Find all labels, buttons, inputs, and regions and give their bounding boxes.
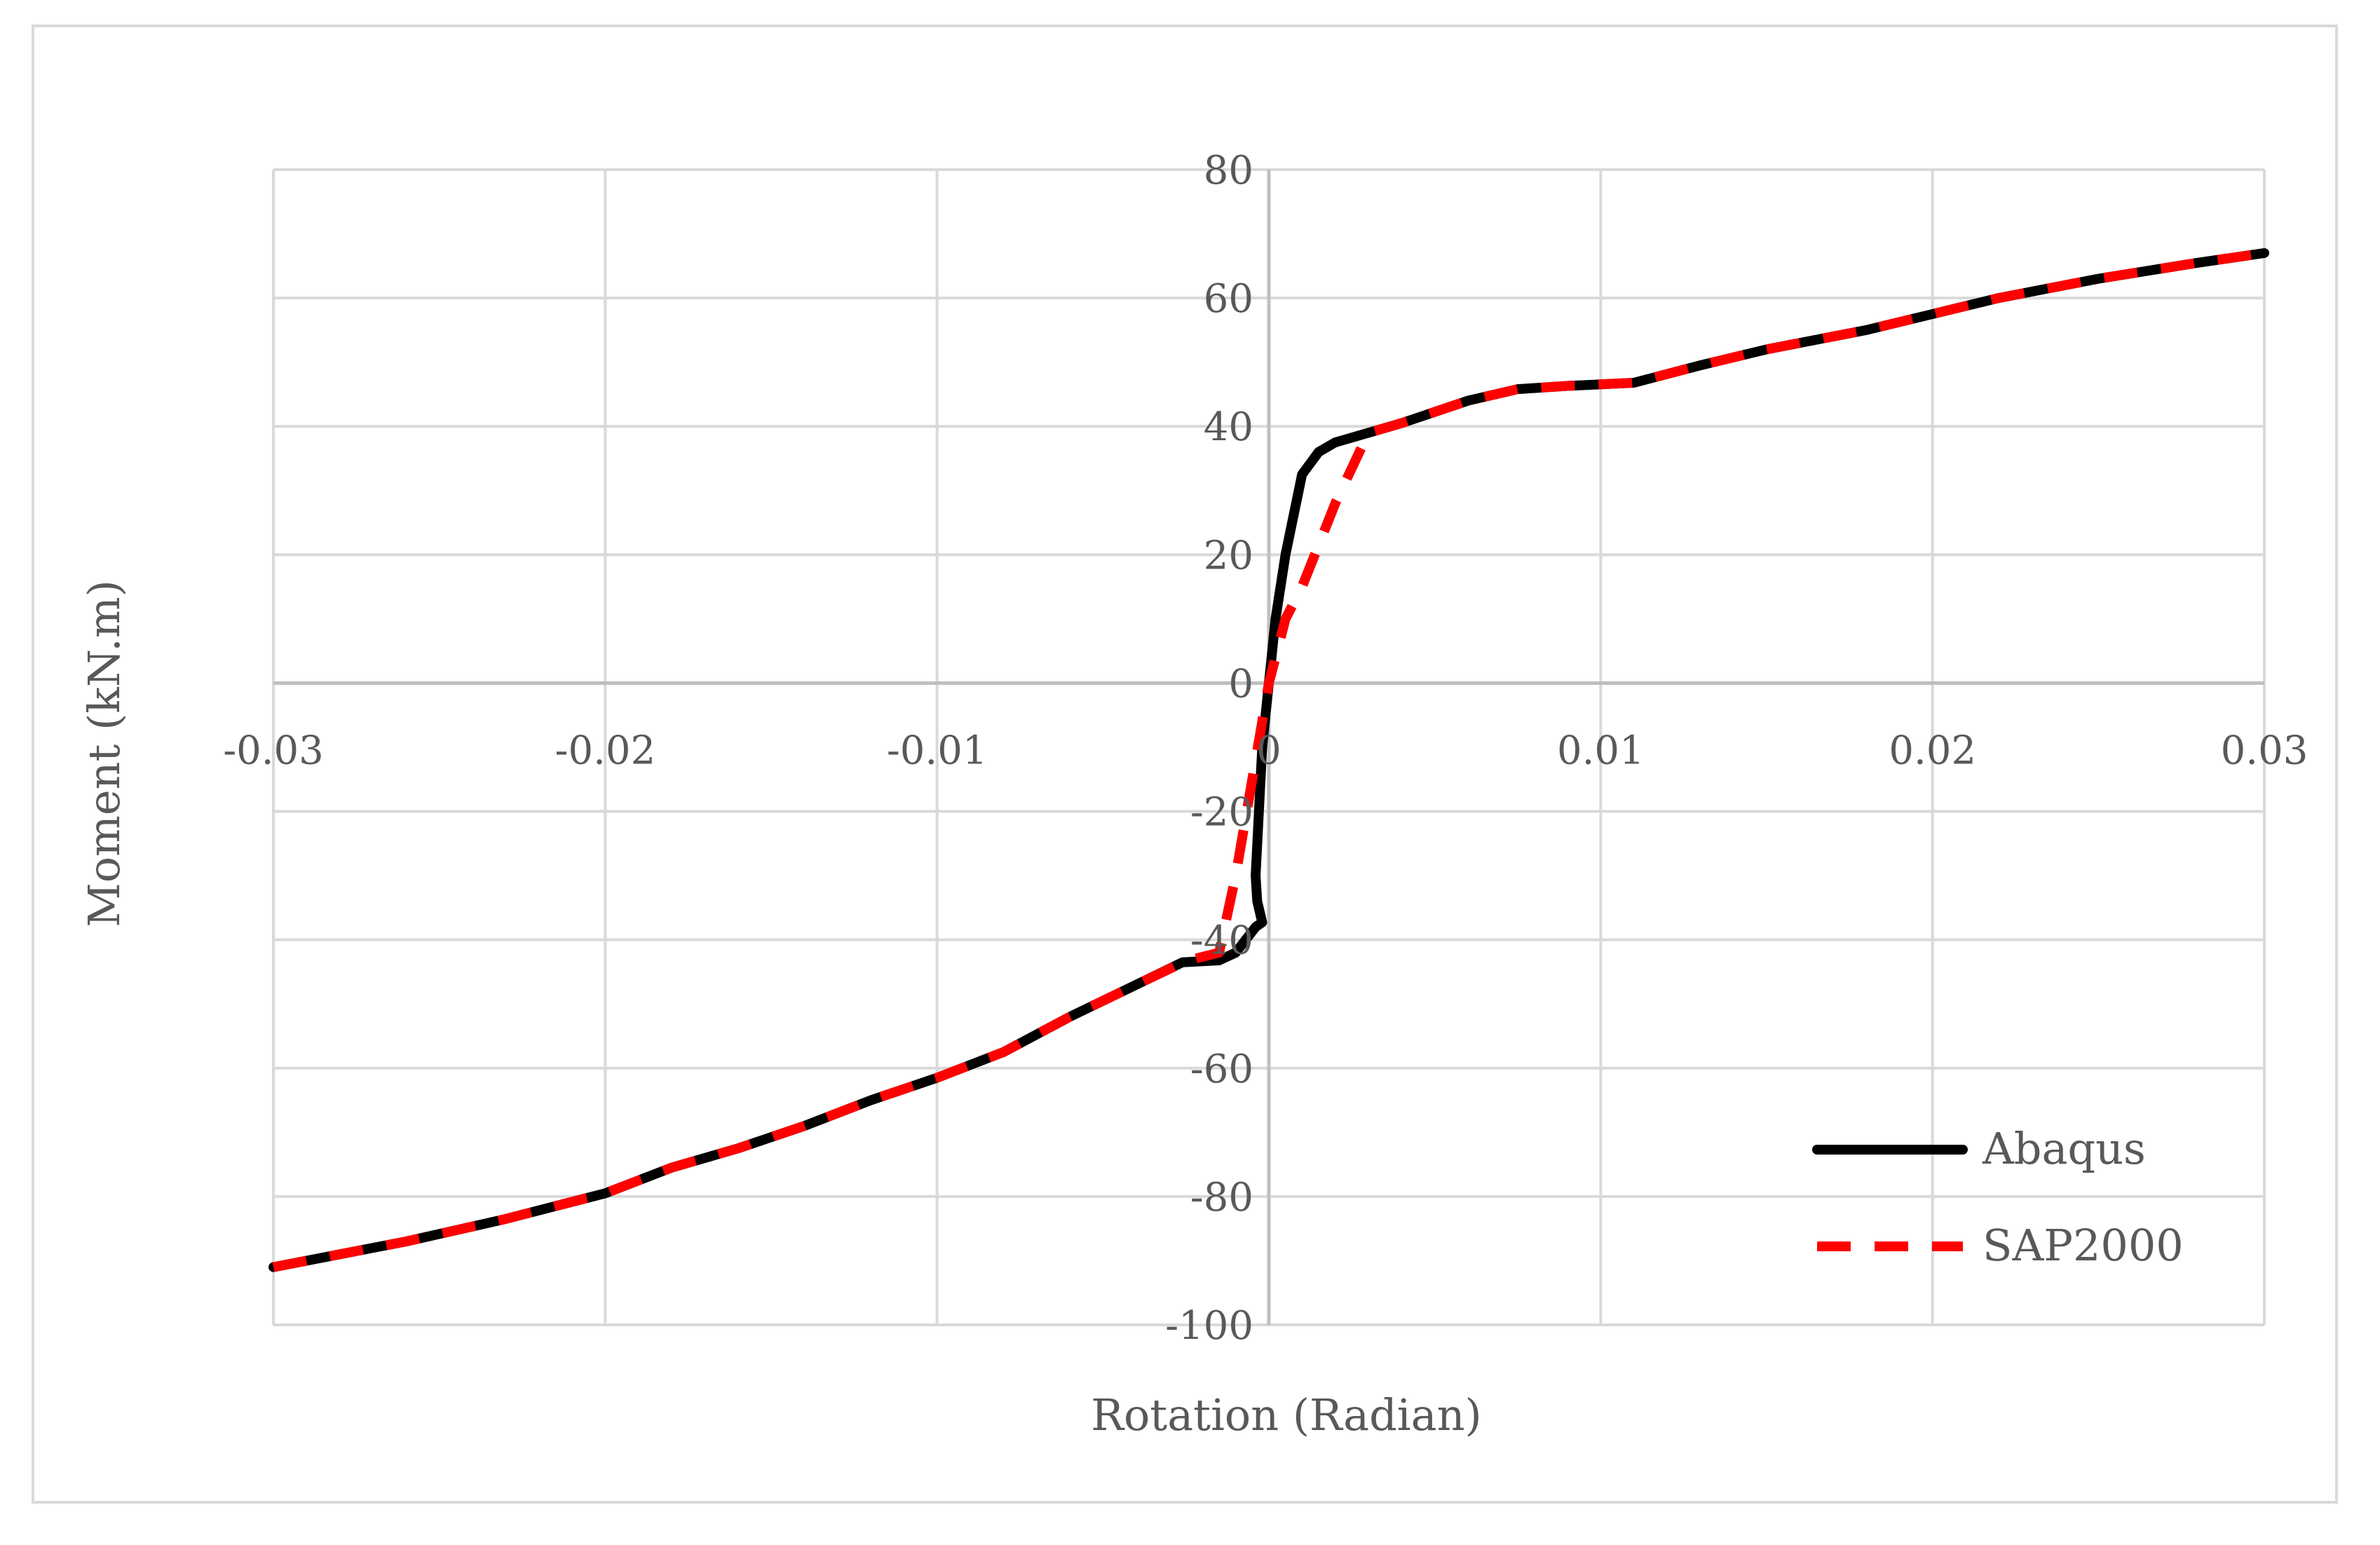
x-tick-label: 0.02 bbox=[1889, 728, 1976, 773]
x-tick-label: 0 bbox=[1256, 728, 1281, 773]
y-tick-label: 20 bbox=[1204, 533, 1253, 578]
y-tick-label: -20 bbox=[1190, 790, 1253, 836]
legend-label-sap2000: SAP2000 bbox=[1983, 1220, 2184, 1271]
x-tick-label: 0.03 bbox=[2221, 728, 2308, 773]
legend-label-abaqus: Abaqus bbox=[1982, 1123, 2146, 1174]
y-tick-label: -100 bbox=[1165, 1303, 1253, 1349]
x-tick-label: -0.02 bbox=[555, 728, 656, 773]
legend-item-sap2000: SAP2000 bbox=[1817, 1220, 2184, 1271]
y-tick-label: 40 bbox=[1204, 404, 1253, 450]
y-tick-label: -80 bbox=[1190, 1175, 1253, 1220]
y-tick-label: -40 bbox=[1190, 918, 1253, 964]
y-tick-label: -60 bbox=[1190, 1047, 1253, 1092]
y-tick-label: 0 bbox=[1228, 661, 1253, 707]
data-series bbox=[268, 248, 2269, 1272]
chart-frame bbox=[32, 25, 2338, 1504]
y-axis-title: Moment (kN.m) bbox=[79, 580, 130, 927]
legend: Abaqus SAP2000 bbox=[1812, 1123, 2184, 1271]
x-tick-label: -0.03 bbox=[223, 728, 324, 773]
x-axis-title: Rotation (Radian) bbox=[1091, 1389, 1481, 1441]
legend-item-abaqus: Abaqus bbox=[1812, 1123, 2146, 1174]
x-tick-label: 0.01 bbox=[1557, 728, 1645, 773]
x-tick-label: -0.01 bbox=[887, 728, 988, 773]
y-tick-label: 80 bbox=[1204, 148, 1253, 193]
y-tick-label: 60 bbox=[1204, 276, 1253, 322]
